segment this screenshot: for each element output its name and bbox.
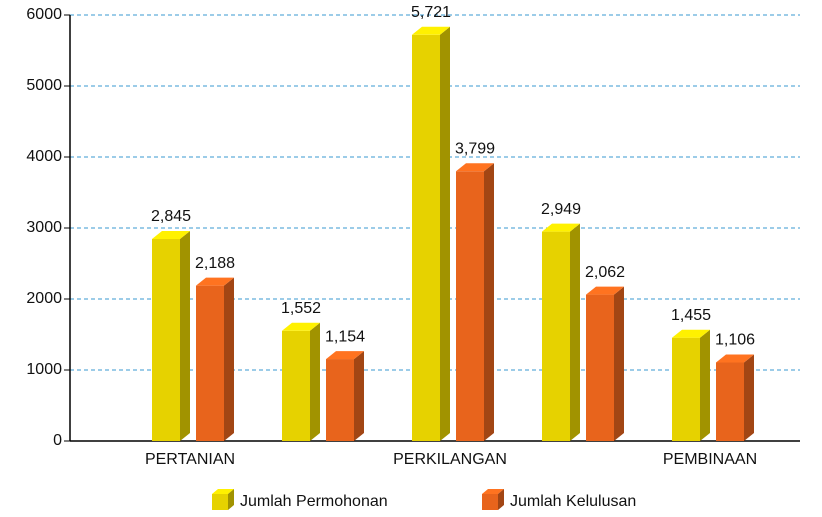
legend-swatch: [482, 494, 498, 510]
bar-top: [152, 231, 190, 240]
bar: [196, 285, 224, 441]
bar-top: [542, 223, 580, 232]
bar-side: [224, 277, 234, 441]
legend-swatch-top: [212, 489, 234, 494]
bar-side: [484, 163, 494, 441]
bar: [282, 330, 310, 441]
bar: [456, 171, 484, 441]
y-tick-label: 0: [53, 432, 62, 449]
legend-label: Jumlah Permohonan: [240, 493, 388, 510]
y-tick-label: 6000: [26, 6, 62, 23]
bar: [586, 294, 614, 441]
value-label: 3,799: [455, 140, 495, 157]
bar-side: [354, 351, 364, 441]
y-tick-label: 5000: [26, 77, 62, 94]
bar: [152, 239, 180, 441]
bar-side: [440, 26, 450, 442]
y-tick-label: 3000: [26, 219, 62, 236]
bar-top: [672, 329, 710, 338]
value-label: 2,949: [541, 201, 581, 218]
x-tick-label: PERKILANGAN: [393, 451, 507, 468]
bar-side: [614, 286, 624, 441]
bar-side: [180, 231, 190, 441]
y-tick-label: 1000: [26, 361, 62, 378]
value-label: 1,154: [325, 328, 365, 345]
legend-item: Jumlah Permohonan: [212, 489, 388, 510]
legend-swatch: [212, 494, 228, 510]
bar-side: [744, 354, 754, 441]
bar-top: [196, 277, 234, 286]
bar-side: [570, 223, 580, 441]
bar-top: [716, 354, 754, 363]
bar-side: [310, 322, 320, 441]
value-label: 1,106: [715, 332, 755, 349]
bar: [716, 362, 744, 441]
legend-label: Jumlah Kelulusan: [510, 493, 636, 510]
bar-side: [700, 329, 710, 441]
legend-swatch-side: [498, 489, 504, 510]
bar-top: [282, 322, 320, 331]
legend-swatch-top: [482, 489, 504, 494]
value-label: 2,188: [195, 255, 235, 272]
x-tick-label: PEMBINAAN: [663, 451, 757, 468]
bar-top: [326, 351, 364, 360]
y-tick-label: 4000: [26, 148, 62, 165]
value-label: 2,062: [585, 264, 625, 281]
value-label: 5,721: [411, 4, 451, 21]
x-tick-label: PERTANIAN: [145, 451, 235, 468]
value-label: 1,455: [671, 307, 711, 324]
legend-item: Jumlah Kelulusan: [482, 489, 636, 510]
bar-top: [586, 286, 624, 295]
y-tick-label: 2000: [26, 290, 62, 307]
bar: [326, 359, 354, 441]
bar-top: [412, 26, 450, 35]
bar-top: [456, 163, 494, 172]
bar: [672, 337, 700, 441]
value-label: 2,845: [151, 208, 191, 225]
legend-swatch-side: [228, 489, 234, 510]
bar: [412, 34, 440, 442]
value-label: 1,552: [281, 300, 321, 317]
bar: [542, 231, 570, 441]
